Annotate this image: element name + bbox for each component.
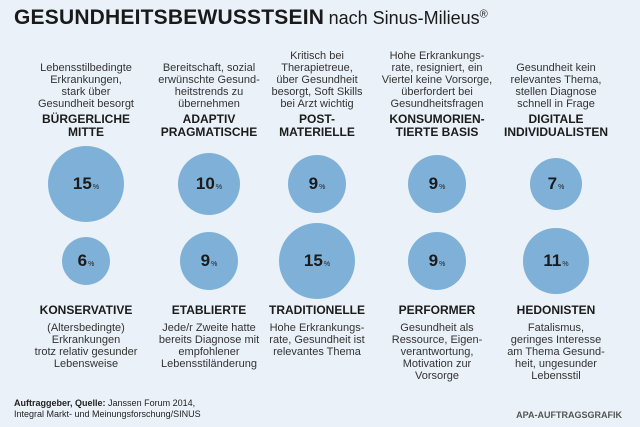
percent-sign: % bbox=[558, 183, 565, 191]
milieu-description: Hohe Erkrankungs- rate, Gesundheit ist r… bbox=[269, 322, 365, 358]
percent-sign: % bbox=[439, 183, 446, 191]
footer-source: Auftraggeber, Quelle: Janssen Forum 2014… bbox=[14, 398, 201, 420]
milieu-description: Jede/r Zweite hatte bereits Diagnose mit… bbox=[158, 322, 260, 370]
milieu-bubble-adaptiv-pragmatische: 10% bbox=[177, 152, 241, 216]
milieu-bubble-traditionelle: 15% bbox=[279, 223, 355, 299]
milieu-bubble-etablierte-value: 9% bbox=[200, 250, 218, 270]
milieu-bubble-konservative-value: 6% bbox=[77, 250, 95, 270]
milieu-bubble-post-materielle: 9% bbox=[287, 154, 347, 214]
milieu-bubble-post-materielle-value: 9% bbox=[308, 173, 326, 193]
percent-sign: % bbox=[323, 261, 331, 268]
milieu-bubble-bürgerliche-mitte: 15% bbox=[48, 146, 124, 222]
milieu-description: (Altersbedingte) Erkrankungen trotz rela… bbox=[34, 322, 138, 370]
milieu-bubble-konservative: 6% bbox=[61, 236, 111, 286]
milieu-name: DIGITALE INDIVIDUALISTEN bbox=[503, 112, 608, 139]
milieu-description: Bereitschaft, sozial erwünschte Gesund- … bbox=[158, 62, 260, 110]
percent-sign: % bbox=[211, 260, 218, 268]
percent-sign: % bbox=[439, 260, 446, 268]
milieu-bubble-etablierte: 9% bbox=[179, 231, 239, 291]
percent-sign: % bbox=[319, 183, 326, 191]
percent-sign: % bbox=[562, 260, 569, 268]
milieu-bubble-digitale-individualisten-value: 7% bbox=[547, 173, 565, 193]
source-line-1: Janssen Forum 2014, bbox=[108, 398, 196, 408]
milieu-bubble-adaptiv-pragmatische-value: 10% bbox=[195, 173, 223, 193]
milieu-description: Fatalismus, geringes Interesse am Thema … bbox=[507, 322, 605, 382]
milieu-name: KONSUMORIEN- TIERTE BASIS bbox=[389, 112, 485, 139]
milieu-bubble-performer-value: 9% bbox=[428, 250, 446, 270]
milieu-name: PERFORMER bbox=[398, 303, 476, 317]
milieu-bubble-bürgerliche-mitte-value: 15% bbox=[72, 174, 100, 193]
percent-sign: % bbox=[215, 183, 223, 191]
milieu-name: ETABLIERTE bbox=[171, 303, 247, 317]
milieu-bubble-konsumorien-tierte-basis-value: 9% bbox=[428, 173, 446, 193]
milieu-name: BÜRGERLICHE MITTE bbox=[41, 112, 130, 139]
milieu-description: Gesundheit kein relevantes Thema, stelle… bbox=[510, 62, 602, 110]
percent-sign: % bbox=[92, 184, 100, 191]
milieu-bubble-hedonisten-value: 11% bbox=[543, 250, 569, 270]
milieu-description: Gesundheit als Ressource, Eigen- verantw… bbox=[391, 322, 483, 382]
milieu-bubble-digitale-individualisten: 7% bbox=[530, 158, 582, 210]
milieu-name: HEDONISTEN bbox=[516, 303, 596, 317]
credit-label: APA-AUFTRAGSGRAFIK bbox=[516, 410, 622, 420]
milieu-bubble-traditionelle-value: 15% bbox=[303, 251, 331, 270]
milieu-name: POST- MATERIELLE bbox=[279, 112, 355, 139]
milieu-bubble-hedonisten: 11% bbox=[523, 228, 589, 294]
milieu-bubble-performer: 9% bbox=[407, 231, 467, 291]
milieu-description: Hohe Erkrankungs- rate, resigniert, ein … bbox=[381, 50, 493, 110]
chart-title: GESUNDHEITSBEWUSSTSEIN nach Sinus-Milieu… bbox=[14, 6, 488, 30]
milieu-description: Kritisch bei Therapietreue, über Gesundh… bbox=[271, 50, 363, 110]
milieu-description: Lebensstilbedingte Erkrankungen, stark ü… bbox=[37, 62, 134, 110]
milieu-bubble-konsumorien-tierte-basis: 9% bbox=[407, 154, 467, 214]
registered-mark: ® bbox=[479, 8, 488, 21]
source-label: Auftraggeber, Quelle: bbox=[14, 398, 106, 408]
milieu-name: ADAPTIV PRAGMATISCHE bbox=[160, 112, 258, 139]
milieu-name: TRADITIONELLE bbox=[269, 303, 365, 317]
source-line-2: Integral Markt- und Meinungsforschung/SI… bbox=[14, 409, 201, 419]
percent-sign: % bbox=[88, 260, 95, 268]
milieu-name: KONSERVATIVE bbox=[39, 303, 133, 317]
title-sub: nach Sinus-Milieus bbox=[328, 8, 480, 28]
title-main: GESUNDHEITSBEWUSSTSEIN bbox=[14, 6, 325, 29]
